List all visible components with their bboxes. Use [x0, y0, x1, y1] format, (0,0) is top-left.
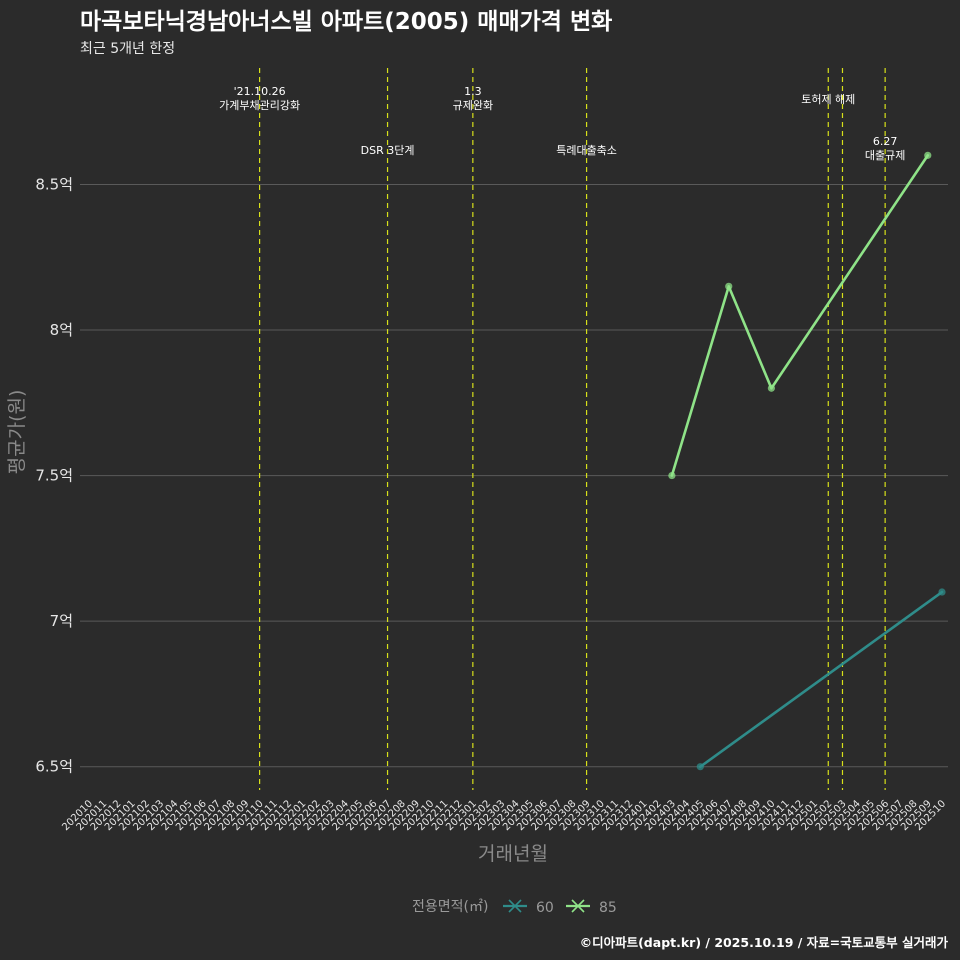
- event-label: 대출규제: [865, 149, 905, 162]
- x-tick-labels: 2020102020112020122021012021022021032021…: [60, 798, 948, 833]
- data-series: [668, 151, 946, 771]
- x-axis-title: 거래년월: [478, 843, 548, 865]
- event-label: DSR 3단계: [361, 144, 415, 157]
- event-label: 토허제 해제: [801, 92, 855, 106]
- y-tick-label: 6.5억: [35, 758, 73, 776]
- chart-subtitle: 최근 5개년 한정: [80, 41, 175, 57]
- y-tick-label: 7.5억: [35, 467, 73, 485]
- footer-credit: ©디아파트(dapt.kr) / 2025.10.19 / 자료=국토교통부 실…: [580, 935, 949, 950]
- legend-label-60: 60: [536, 900, 554, 916]
- data-point: [924, 151, 932, 159]
- data-point: [725, 282, 733, 290]
- data-point: [938, 588, 946, 596]
- y-tick-label: 8.5억: [35, 175, 73, 193]
- legend-key-cross: [571, 899, 585, 913]
- y-tick-labels: 6.5억 7억 7.5억 8억 8.5억: [35, 175, 73, 775]
- y-tick-label: 8억: [50, 321, 73, 339]
- y-axis-title: 평균가(원): [6, 390, 28, 475]
- y-tick-label: 7억: [50, 612, 73, 630]
- event-label: 특례대출축소: [556, 144, 617, 157]
- chart-title: 마곡보타닉경남아너스빌 아파트(2005) 매매가격 변화: [80, 9, 612, 35]
- y-gridlines: [80, 183, 948, 768]
- event-label: 규제완화: [453, 99, 493, 112]
- data-point: [696, 763, 704, 771]
- legend-key-cross: [508, 899, 522, 913]
- event-label: 가계부채관리강화: [219, 99, 300, 112]
- event-label: 6.27: [873, 135, 898, 148]
- legend-title: 전용면적(㎡): [412, 899, 488, 915]
- series-line-85: [670, 154, 930, 477]
- legend-label-85: 85: [599, 900, 617, 916]
- data-point: [767, 384, 776, 392]
- event-label: '21.10.26: [234, 85, 286, 98]
- series-line-60: [699, 590, 944, 769]
- event-label: 1.3: [464, 85, 482, 98]
- legend: 전용면적(㎡) 60 85: [412, 899, 617, 916]
- data-point: [668, 471, 676, 480]
